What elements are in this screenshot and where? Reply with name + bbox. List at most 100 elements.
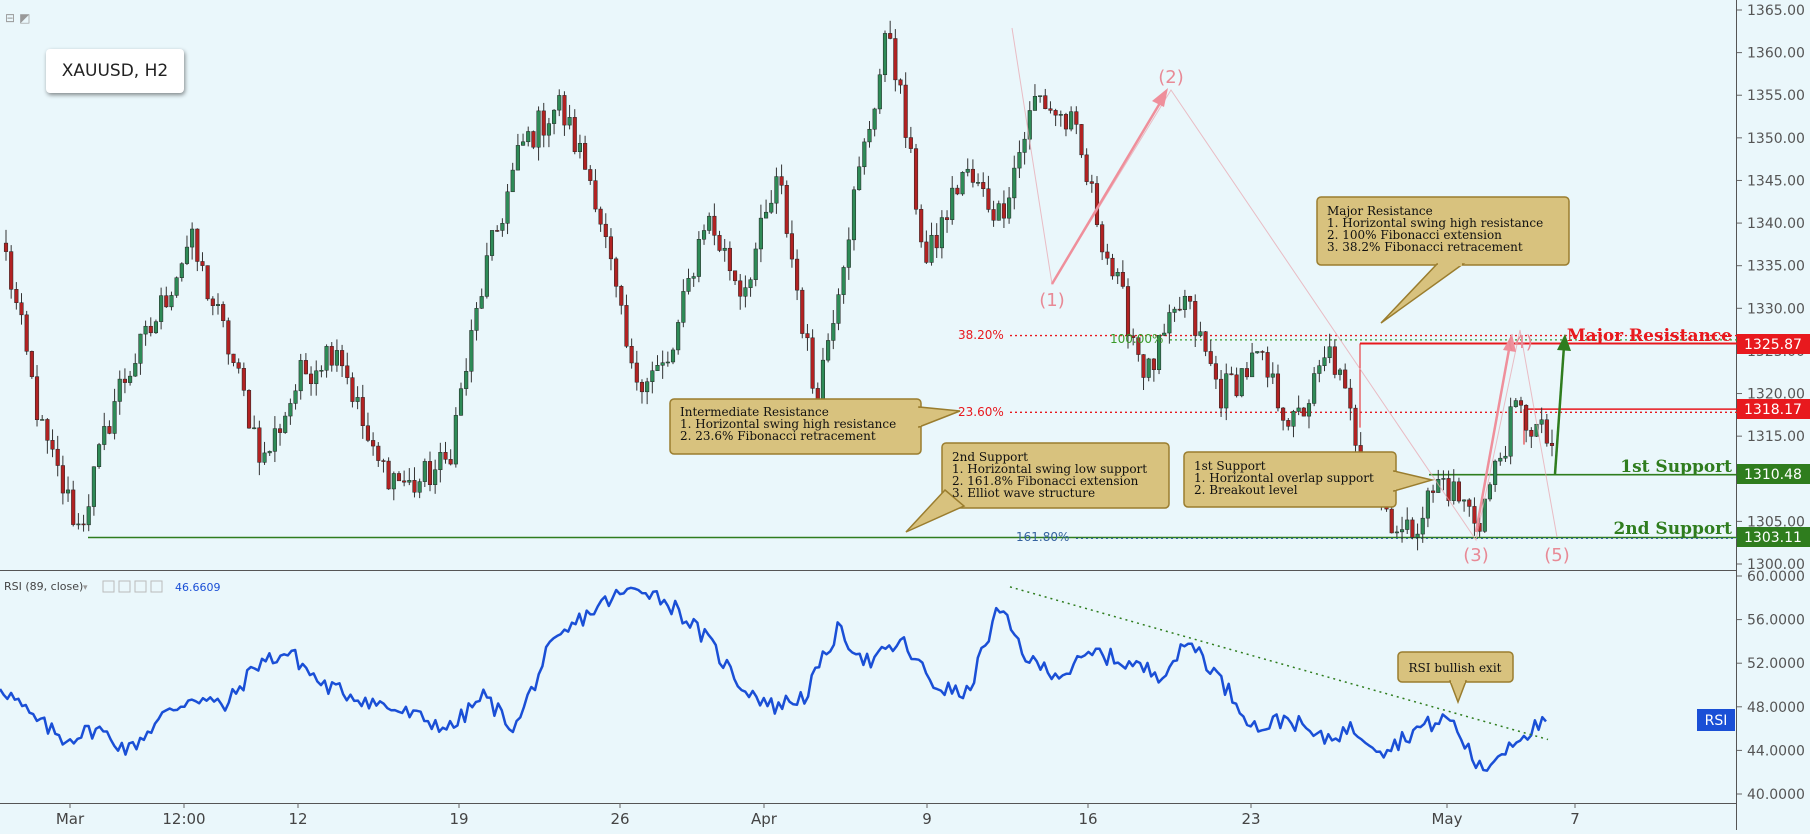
candle-body [903,84,908,138]
price-tick-label: 1350.00 [1747,131,1805,147]
candle-body [908,137,913,149]
candle-body [1508,406,1513,457]
candle-body [148,325,153,334]
candle-body [1151,358,1156,370]
wave-2-arrow [1050,97,1165,285]
candle-body [826,340,831,361]
candle-body [836,294,841,324]
callout-first-line-1: 1. Horizontal overlap support [1194,471,1374,485]
candle-body [340,350,345,367]
candle-body [1410,519,1415,538]
rsi-line [0,586,1547,772]
rsi-tick-label: 48.0000 [1747,700,1805,716]
candle-body [1524,404,1529,431]
candle-body [898,79,903,86]
candle-body [1400,529,1405,533]
callout-second-line-1: 1. Horizontal swing low support [952,462,1147,476]
candle-body [1286,420,1291,427]
candle-body [1234,374,1239,397]
time-tick-label: 16 [1078,810,1097,828]
candle-body [1058,114,1063,116]
candle-body [1136,337,1141,355]
rsi-close-icon[interactable] [150,580,163,593]
candle-body [1239,368,1244,397]
candle-body [913,148,919,210]
time-tick-label: 23 [1241,810,1260,828]
candle-body [665,361,670,364]
candle-body [764,211,769,219]
candle-body [1110,257,1115,277]
candle-body [1451,481,1456,501]
candle-body [210,298,215,306]
price-tick-label: 1300.00 [1747,557,1805,573]
candle-body [1250,352,1255,378]
price-tick-label: 1365.00 [1747,3,1805,19]
price-tick-label: 1320.00 [1747,387,1805,403]
candle-body [355,397,360,402]
candle-body [784,185,789,234]
candle-body [107,426,112,434]
candle-body [1431,490,1436,493]
candle-body [919,209,924,243]
candle-body [950,187,955,220]
candle-body [872,108,877,130]
candle-body [1415,533,1420,538]
candle-body [1467,499,1472,507]
candle-body [272,428,277,452]
rsi-tick-label: 44.0000 [1747,743,1805,759]
candle-body [541,110,546,136]
candle-body [1353,407,1358,446]
callout-second-line-2: 2. 161.8% Fibonacci extension [952,474,1139,488]
candle-body [996,203,1001,221]
rsi-tick-label: 56.0000 [1747,613,1805,629]
symbol-label[interactable]: XAUUSD, H2 [46,49,184,93]
candle-body [1208,351,1213,364]
candle-body [112,401,117,434]
price-pane[interactable] [0,0,1737,570]
candle-body [1317,365,1322,374]
candle-body [495,230,500,232]
candle-body [546,123,551,136]
candle-body [1487,484,1493,500]
candle-body [970,168,975,183]
callout-second-line-3: 3. Elliot wave structure [952,486,1095,500]
candle-body [97,444,102,467]
candle-body [701,230,707,240]
candle-body [1182,295,1187,310]
rsi-gear-icon[interactable] [118,580,131,593]
rsi-visibility-icon[interactable] [102,580,115,593]
candle-body [1131,335,1136,338]
candle-body [577,143,582,152]
candle-body [314,370,319,385]
candle-body [257,427,262,463]
fib-1618-label: 161.80% [1016,530,1069,544]
candle-body [231,353,236,363]
callout-first-line-2: 2. Breakout level [1194,483,1298,497]
candle-body [1120,272,1125,287]
candle-body [583,143,588,170]
candle-body [1348,387,1353,409]
candle-body [396,473,402,482]
candle-body [34,376,40,420]
candle-body [1420,517,1425,535]
candle-body [438,452,443,471]
candle-body [1513,400,1518,407]
candle-body [422,461,427,482]
rsi-pane[interactable] [0,571,1737,803]
rsi-settings-icon[interactable]: ▾ [83,583,88,593]
callout-second-title: 2nd Support [952,450,1028,464]
projection-arrowhead [1557,334,1571,351]
time-tick-label: Apr [751,810,778,828]
callout-rsi-title: RSI bullish exit [1409,661,1502,675]
candle-body [376,445,381,461]
candle-body [552,109,557,124]
candle-body [1063,114,1069,130]
candle-body [1291,411,1296,427]
candle-body [1327,346,1332,358]
candle-body [386,460,391,490]
minimize-icon[interactable]: ⊟ [5,11,20,25]
expand-icon[interactable]: ◩ [19,11,35,25]
candle-body [226,320,231,355]
candle-body [1007,197,1012,219]
rsi-add-icon[interactable] [134,580,147,593]
